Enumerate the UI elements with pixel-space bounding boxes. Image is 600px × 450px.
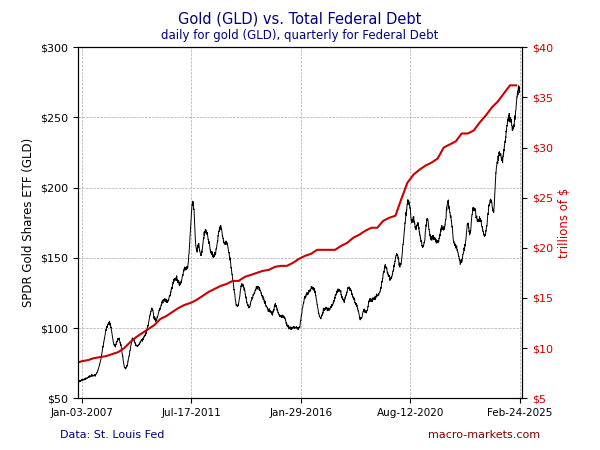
Y-axis label: SPDR Gold Shares ETF (GLD): SPDR Gold Shares ETF (GLD)	[22, 138, 35, 307]
Text: macro-markets.com: macro-markets.com	[428, 430, 540, 440]
Y-axis label: trillions of $: trillions of $	[559, 188, 571, 258]
Text: Data: St. Louis Fed: Data: St. Louis Fed	[60, 430, 164, 440]
Text: daily for gold (GLD), quarterly for Federal Debt: daily for gold (GLD), quarterly for Fede…	[161, 29, 439, 42]
Text: Gold (GLD) vs. Total Federal Debt: Gold (GLD) vs. Total Federal Debt	[178, 11, 422, 26]
